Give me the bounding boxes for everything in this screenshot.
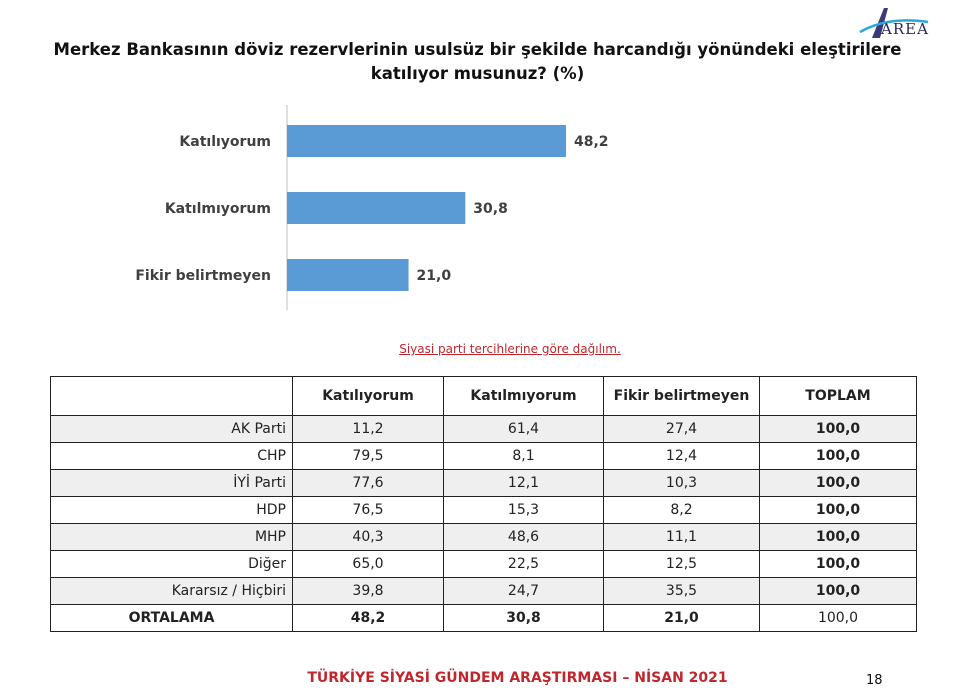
cell-value: 100,0 [759,577,917,605]
column-header: TOPLAM [759,376,917,416]
column-header [50,376,293,416]
bar-2 [287,259,409,291]
cell-value: 24,7 [443,577,604,605]
area-logo: AREA [858,4,938,40]
value-label: 30,8 [473,201,508,217]
cell-value: 8,1 [443,442,604,470]
bar-1 [287,192,466,224]
cell-value: 77,6 [292,469,444,497]
category-label: Katılmıyorum [165,201,271,217]
table-subtitle: Siyasi parti tercihlerine göre dağılım. [399,342,621,356]
cell-value: 100,0 [759,496,917,524]
table-row: ORTALAMA 48,2 30,8 21,0 100,0 [50,604,917,632]
party-name: HDP [50,496,293,524]
column-header: Katılmıyorum [443,376,604,416]
cell-value: 48,6 [443,523,604,551]
cell-value: 21,0 [603,604,760,632]
bar-0 [287,125,566,157]
cell-value: 15,3 [443,496,604,524]
cell-value: 100,0 [759,442,917,470]
table-row: CHP 79,5 8,1 12,4 100,0 [50,442,917,470]
cell-value: 12,4 [603,442,760,470]
logo-swoosh-icon [859,8,929,38]
value-label: 21,0 [417,268,452,284]
table-row: Kararsız / Hiçbiri 39,8 24,7 35,5 100,0 [50,577,917,605]
column-header: Fikir belirtmeyen [603,376,760,416]
cell-value: 76,5 [292,496,444,524]
table-row: MHP 40,3 48,6 11,1 100,0 [50,523,917,551]
cell-value: 100,0 [759,415,917,443]
cell-value: 100,0 [759,469,917,497]
category-label: Fikir belirtmeyen [135,268,271,284]
footer-title: TÜRKİYE SİYASİ GÜNDEM ARAŞTIRMASI – NİSA… [307,670,728,686]
cell-value: 22,5 [443,550,604,578]
page-number: 18 [866,673,883,688]
party-name: İYİ Parti [50,469,293,497]
cell-value: 10,3 [603,469,760,497]
cell-value: 11,1 [603,523,760,551]
party-name: Kararsız / Hiçbiri [50,577,293,605]
cell-value: 30,8 [443,604,604,632]
cell-value: 12,5 [603,550,760,578]
cell-value: 12,1 [443,469,604,497]
table-row: AK Parti 11,2 61,4 27,4 100,0 [50,415,917,443]
party-name: AK Parti [50,415,293,443]
party-name: Diğer [50,550,293,578]
cell-value: 79,5 [292,442,444,470]
cell-value: 100,0 [759,604,917,632]
cell-value: 100,0 [759,550,917,578]
cell-value: 8,2 [603,496,760,524]
party-name: ORTALAMA [50,604,293,632]
column-header: Katılıyorum [292,376,444,416]
party-breakdown-table: Katılıyorum Katılmıyorum Fikir belirtmeyen… [50,376,917,632]
table-header-row: Katılıyorum Katılmıyorum Fikir belirtmeyen… [50,376,917,416]
party-name: MHP [50,523,293,551]
table-row: HDP 76,5 15,3 8,2 100,0 [50,496,917,524]
cell-value: 65,0 [292,550,444,578]
cell-value: 11,2 [292,415,444,443]
value-label: 48,2 [574,134,609,150]
cell-value: 40,3 [292,523,444,551]
bar-chart: Katılıyorum 48,2 Katılmıyorum 30,8 Fikir bel… [135,105,609,310]
cell-value: 61,4 [443,415,604,443]
party-name: CHP [50,442,293,470]
cell-value: 27,4 [603,415,760,443]
cell-value: 39,8 [292,577,444,605]
category-label: Katılıyorum [179,134,271,150]
logo-text: AREA [881,20,929,38]
chart-title: Merkez Bankasının döviz rezervlerinin us… [53,40,902,83]
cell-value: 35,5 [603,577,760,605]
cell-value: 100,0 [759,523,917,551]
table-row: Diğer 65,0 22,5 12,5 100,0 [50,550,917,578]
cell-value: 48,2 [292,604,444,632]
table-row: İYİ Parti 77,6 12,1 10,3 100,0 [50,469,917,497]
